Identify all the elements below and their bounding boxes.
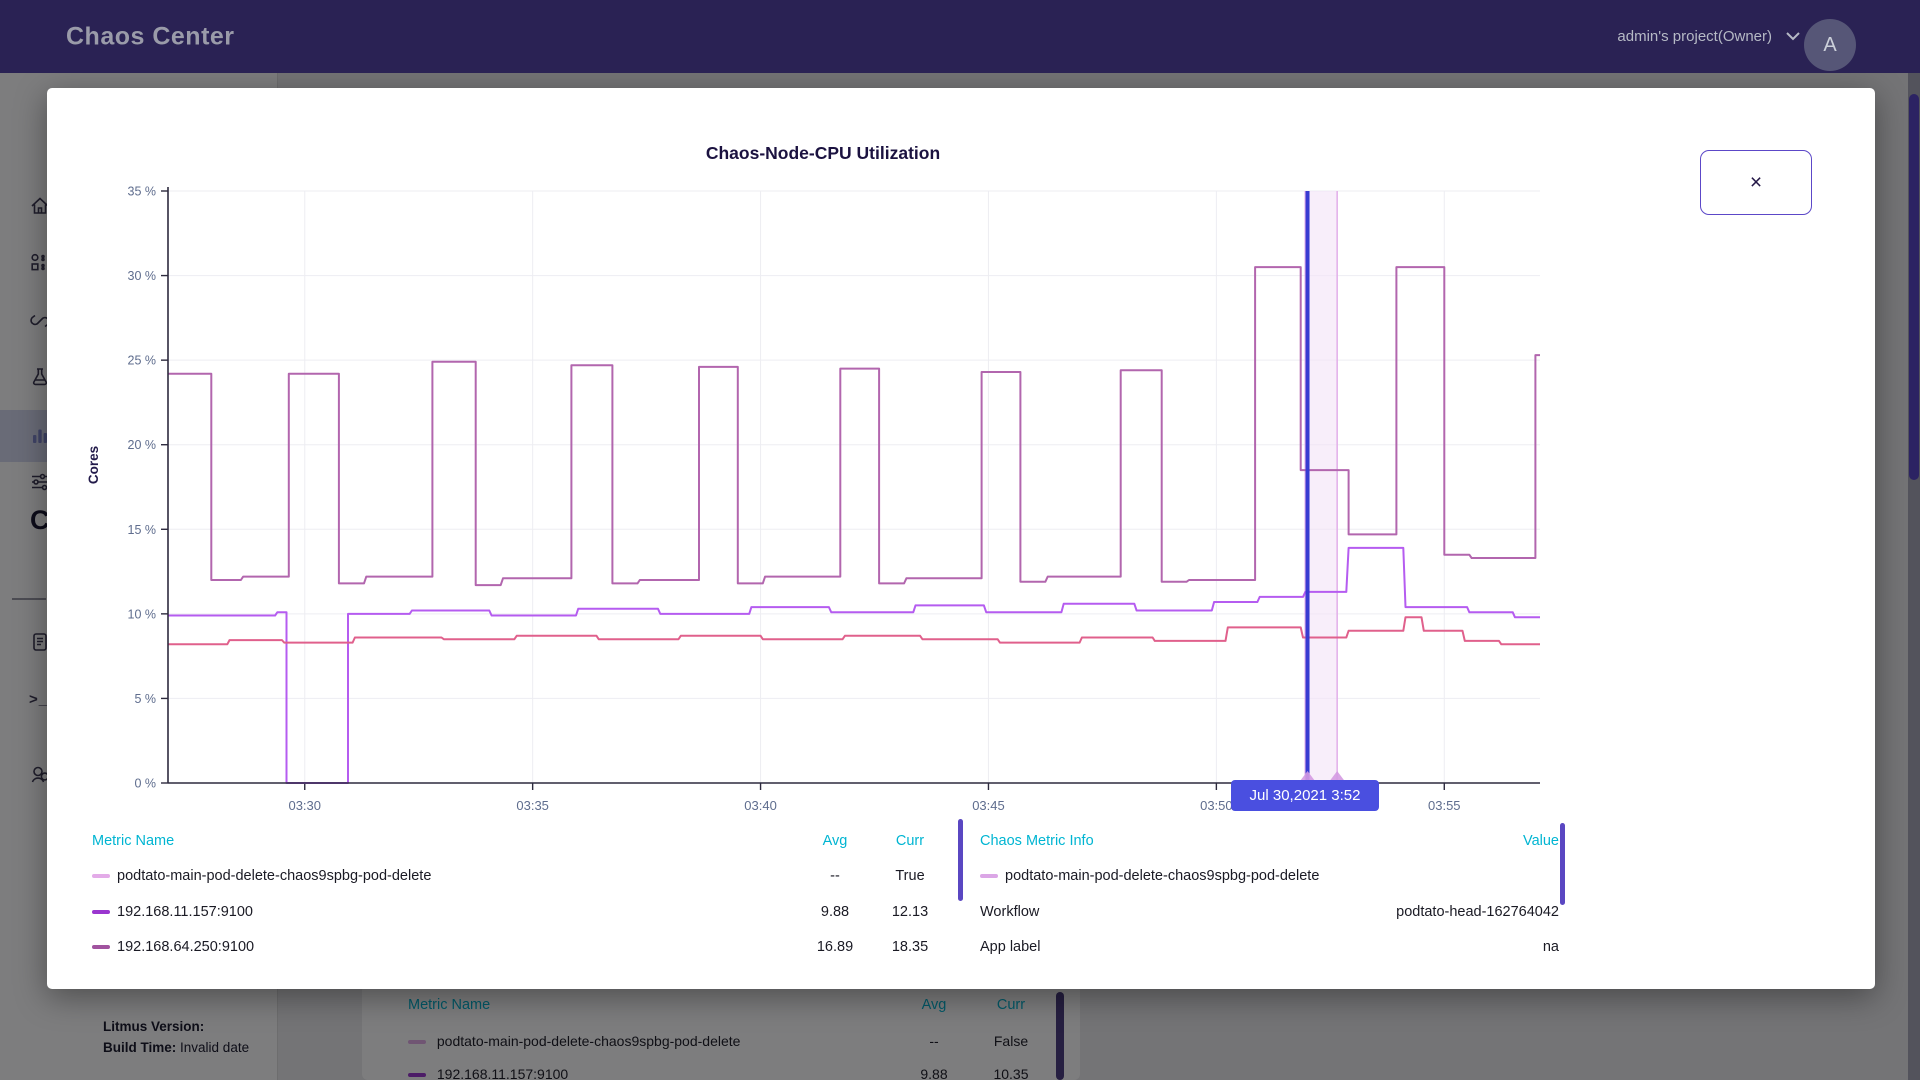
chaos-row-workflow-label: Workflow <box>980 904 1040 920</box>
app-header: Chaos Center admin's project(Owner) A <box>0 0 1920 73</box>
series-swatch <box>92 910 110 914</box>
svg-text:25 %: 25 % <box>128 354 157 368</box>
chevron-down-icon <box>1786 32 1800 41</box>
chaos-col-value: Value <box>1522 833 1559 849</box>
svg-text:10 %: 10 % <box>128 607 157 621</box>
legend-col-avg: Avg <box>822 833 848 849</box>
legend-row-podtato[interactable]: podtato-main-pod-delete-chaos9spbg-pod-d… <box>92 865 431 887</box>
legend-table-scrollbar[interactable] <box>958 819 963 901</box>
chaos-row-applabel-label: App label <box>980 939 1041 955</box>
series-0 <box>168 266 1540 587</box>
chaos-metric-row[interactable]: podtato-main-pod-delete-chaos9spbg-pod-d… <box>980 865 1319 887</box>
svg-text:03:50: 03:50 <box>1200 798 1233 813</box>
chaos-table-scrollbar[interactable] <box>1560 823 1565 905</box>
chaos-row-workflow-value: podtato-head-162764042 <box>1396 904 1559 920</box>
chaos-event-band <box>1305 191 1338 783</box>
avatar[interactable]: A <box>1804 19 1856 71</box>
page-scrollbar-thumb[interactable] <box>1909 94 1919 480</box>
svg-text:03:55: 03:55 <box>1428 798 1461 813</box>
series-swatch <box>92 945 110 949</box>
svg-text:5 %: 5 % <box>134 692 156 706</box>
series-1 <box>168 546 1540 784</box>
legend-row-ip-157[interactable]: 192.168.11.157:9100 <box>92 901 253 923</box>
legend-col-metric-name: Metric Name <box>92 833 175 849</box>
page-scrollbar-track[interactable] <box>1908 73 1920 1080</box>
chaos-node-cpu-chart[interactable]: 0 % 5 % 10 % 15 % 20 % 25 % 30 % 35 % 03:30 03:35… <box>67 158 1627 838</box>
svg-text:03:40: 03:40 <box>744 798 777 813</box>
chart-modal: Chaos-Node-CPU Utilization × Cores 0 % 5 … <box>47 88 1875 989</box>
svg-text:03:35: 03:35 <box>516 798 549 813</box>
close-button[interactable]: × <box>1700 150 1812 215</box>
legend-col-curr: Curr <box>895 833 925 849</box>
app-title: Chaos Center <box>66 22 235 50</box>
svg-text:03:30: 03:30 <box>288 798 321 813</box>
svg-text:03:45: 03:45 <box>972 798 1005 813</box>
project-selector[interactable]: admin's project(Owner) <box>1617 0 1800 73</box>
series-swatch <box>92 874 110 878</box>
svg-text:0 %: 0 % <box>134 777 156 791</box>
project-selector-label: admin's project(Owner) <box>1617 28 1772 45</box>
chart-tooltip: Jul 30,2021 3:52 <box>1231 780 1379 811</box>
svg-text:20 %: 20 % <box>128 438 157 452</box>
close-icon: × <box>1749 170 1763 194</box>
chaos-col-info: Chaos Metric Info <box>980 833 1094 849</box>
svg-text:30 %: 30 % <box>128 269 157 283</box>
chaos-row-applabel-value: na <box>1542 939 1559 955</box>
svg-text:35 %: 35 % <box>128 185 157 199</box>
series-2 <box>168 616 1540 646</box>
chart-title: Chaos-Node-CPU Utilization <box>705 143 941 163</box>
series-swatch <box>980 874 998 878</box>
legend-row-ip-250[interactable]: 192.168.64.250:9100 <box>92 936 254 958</box>
svg-text:15 %: 15 % <box>128 523 157 537</box>
